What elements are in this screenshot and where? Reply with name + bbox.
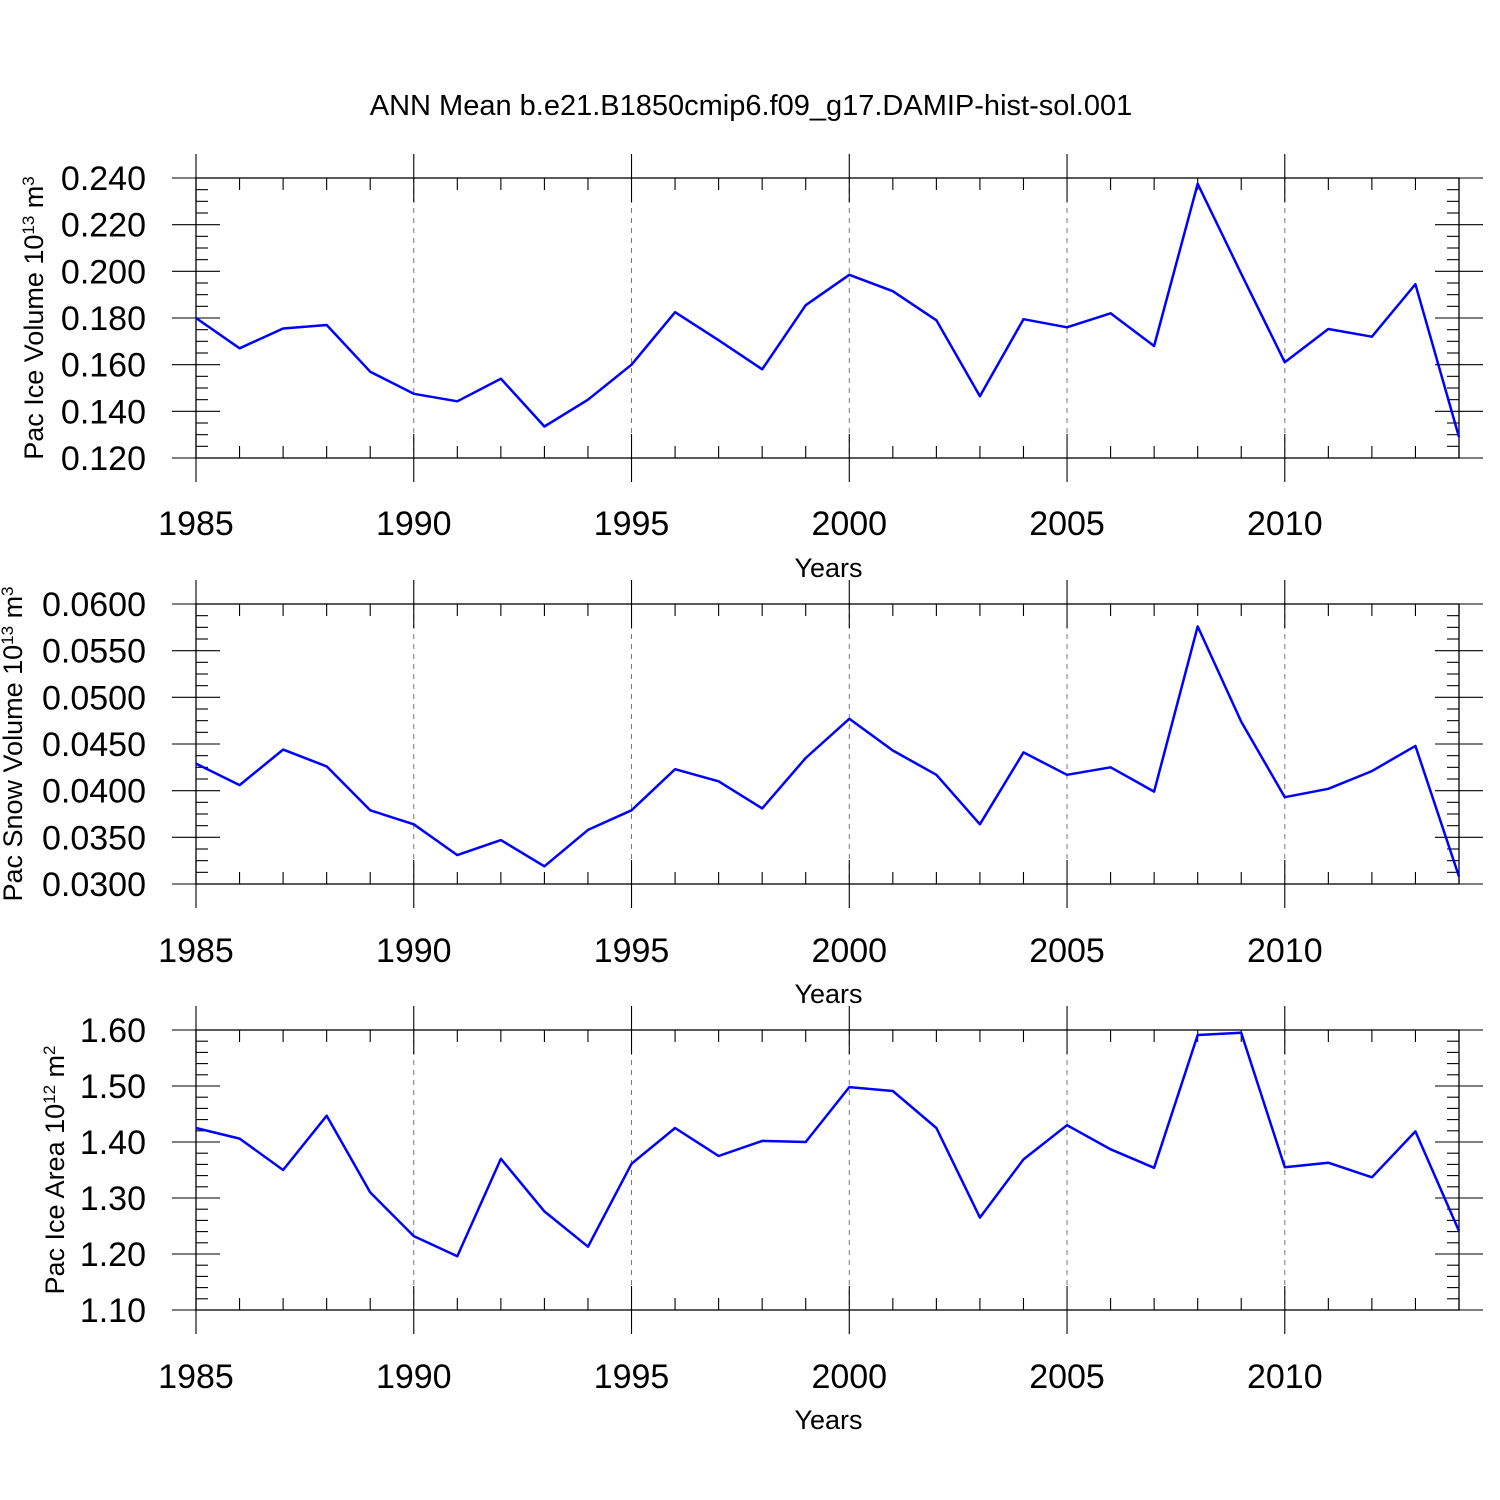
plot-frame: [195, 1029, 1460, 1311]
x-tick-label: 1995: [594, 932, 670, 970]
y-tick-label: 0.0550: [42, 633, 146, 671]
y-label-unit-exponent: 3: [0, 586, 17, 595]
y-tick-label: 0.120: [61, 440, 146, 478]
panels: 1985 1990 1995 2000 2005 2010 0.120 0.140 0.160 0…: [0, 154, 1483, 1435]
x-tick-label: 2010: [1247, 1358, 1323, 1396]
y-tick-label: 1.50: [80, 1068, 146, 1106]
y-tick-label: 0.220: [61, 207, 146, 245]
panel-1: 1985 1990 1995 2000 2005 2010 0.120 0.140 0.160 0…: [19, 154, 1483, 583]
y-axis-label: Pac Snow Volume 1013 m3: [0, 586, 28, 901]
y-tick-label: 0.0400: [42, 773, 146, 811]
x-tick-label: 1985: [158, 1358, 234, 1396]
y-label-text: Pac Snow Volume 10: [0, 645, 28, 902]
y-label-exponent: 13: [19, 216, 38, 235]
x-tick-label: 1985: [158, 932, 234, 970]
y-tick-label: 0.0600: [42, 586, 146, 624]
y-label-exponent: 12: [40, 1085, 59, 1104]
y-axis-label: Pac Ice Area 1012 m2: [40, 1045, 70, 1294]
plot-frame: [195, 177, 1460, 459]
y-tick-label: 0.200: [61, 253, 146, 291]
x-tick-label: 2000: [811, 932, 887, 970]
y-tick-label: 0.240: [61, 160, 146, 198]
x-tick-label: 2010: [1247, 932, 1323, 970]
y-label-unit: m: [40, 1055, 70, 1085]
y-tick-label: 1.60: [80, 1012, 146, 1050]
y-tick-label: 0.0350: [42, 819, 146, 857]
x-tick-label: 2005: [1029, 505, 1105, 543]
x-tick-label: 2000: [811, 1358, 887, 1396]
y-label-text: Pac Ice Volume 10: [19, 235, 49, 460]
data-line: [195, 182, 1461, 438]
x-tick-label: 1990: [376, 932, 452, 970]
y-tick-label: 0.160: [61, 347, 146, 385]
x-axis-label: Years: [794, 979, 862, 1009]
y-label-exponent: 13: [0, 626, 17, 645]
x-tick-label: 1990: [376, 1358, 452, 1396]
y-label-unit: m: [19, 186, 49, 216]
x-tick-label: 2005: [1029, 932, 1105, 970]
y-axis-label: Pac Ice Volume 1013 m3: [19, 176, 49, 460]
panel-3: 1985 1990 1995 2000 2005 2010 1.10 1.20 1.30 1.40…: [40, 1006, 1483, 1435]
y-label-unit: m: [0, 596, 28, 626]
y-label-unit-exponent: 3: [19, 176, 38, 185]
data-line: [195, 1031, 1461, 1258]
plot-frame: [195, 603, 1460, 885]
y-tick-label: 1.30: [80, 1180, 146, 1218]
y-tick-label: 0.0450: [42, 726, 146, 764]
y-tick-label: 0.0500: [42, 679, 146, 717]
x-tick-label: 2005: [1029, 1358, 1105, 1396]
x-axis-label: Years: [794, 1405, 862, 1435]
x-axis-label: Years: [794, 553, 862, 583]
y-tick-label: 1.20: [80, 1236, 146, 1274]
y-label-unit-exponent: 2: [40, 1045, 59, 1054]
y-tick-label: 0.180: [61, 300, 146, 338]
x-tick-label: 2010: [1247, 505, 1323, 543]
y-tick-label: 1.40: [80, 1124, 146, 1162]
x-tick-label: 1985: [158, 505, 234, 543]
y-tick-label: 0.140: [61, 393, 146, 431]
panel-2: 1985 1990 1995 2000 2005 2010 0.0300 0.0350 0.04…: [0, 580, 1483, 1009]
x-tick-label: 1990: [376, 505, 452, 543]
x-tick-label: 1995: [594, 1358, 670, 1396]
y-label-text: Pac Ice Area 10: [40, 1104, 70, 1295]
y-tick-label: 0.0300: [42, 866, 146, 904]
x-tick-label: 2000: [811, 505, 887, 543]
data-line: [195, 625, 1461, 877]
y-tick-label: 1.10: [80, 1292, 146, 1330]
chart-title: ANN Mean b.e21.B1850cmip6.f09_g17.DAMIP-…: [370, 90, 1132, 122]
x-tick-label: 1995: [594, 505, 670, 543]
